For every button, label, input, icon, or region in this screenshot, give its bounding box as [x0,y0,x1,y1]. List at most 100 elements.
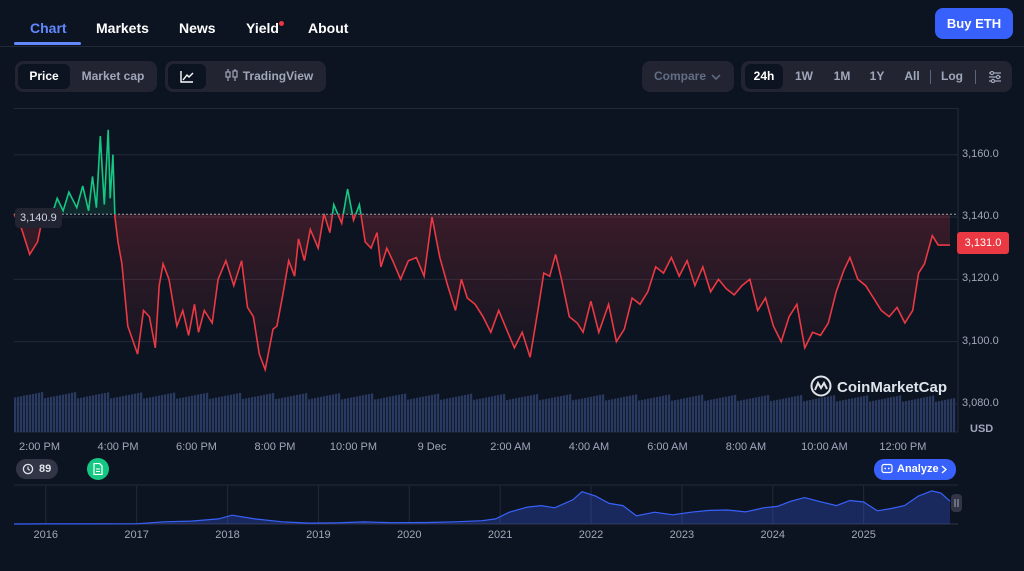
volume-bar [788,397,791,432]
volume-bar [698,395,701,432]
line-chart-icon[interactable] [168,64,206,89]
volume-bar [461,395,464,432]
volume-bar [128,394,131,432]
volume-bar [725,396,728,432]
volume-bar [272,393,275,432]
volume-bar [830,395,833,432]
notification-dot [279,21,284,26]
tab-about[interactable]: About [308,20,349,36]
volume-bar [632,395,635,432]
tab-yield[interactable]: Yield [246,20,279,36]
range-all[interactable]: All [904,69,920,83]
price-toggle[interactable]: Price [18,64,70,89]
compare-dropdown[interactable]: Compare [642,61,734,92]
tradingview-button[interactable]: TradingView [215,64,323,89]
volume-bar [800,395,803,432]
volume-bar [893,396,896,432]
range-1m[interactable]: 1M [833,69,851,83]
x-tick-label: 4:00 AM [568,441,610,453]
volume-bar [437,393,440,432]
volume-bar [212,398,215,432]
volume-bar [218,397,221,432]
price-chart[interactable] [0,100,1024,440]
volume-bar [947,399,950,432]
range-navigator[interactable] [0,484,1024,529]
volume-bar [803,401,806,432]
volume-bar [308,399,311,432]
volume-bar [503,394,506,432]
buy-eth-button[interactable]: Buy ETH [935,8,1013,39]
price-area-above [14,129,950,215]
volume-bar [392,395,395,432]
volume-bar [665,395,668,432]
volume-bar [356,396,359,432]
volume-bar [857,397,860,432]
document-badge[interactable] [87,458,109,480]
volume-bar [260,395,263,432]
volume-bar [395,395,398,432]
navigator-grid [45,486,865,524]
volume-bar [176,398,179,432]
volume-bar [221,396,224,432]
volume-bar [146,397,149,432]
volume-bar [416,397,419,432]
volume-bar [35,393,38,432]
volume-bar [572,400,575,432]
tab-markets[interactable]: Markets [96,20,149,36]
volume-bar [716,398,719,432]
volume-bar [680,398,683,432]
volume-bar [458,396,461,432]
volume-bar [608,399,611,432]
volume-bar [92,395,95,432]
volume-bar [563,395,566,432]
volume-bar [776,399,779,432]
volume-bar [695,395,698,432]
navigator-year-label: 2025 [851,529,876,541]
tab-news[interactable]: News [179,20,216,36]
volume-bar [332,394,335,432]
volume-bar [764,395,767,432]
volume-bar [656,397,659,432]
navigator-handle[interactable] [951,494,962,512]
volume-bar [569,394,572,432]
volume-bar [62,394,65,432]
volume-bar [341,399,344,432]
volume-bar [668,394,671,432]
volume-bar [329,395,332,432]
tab-chart[interactable]: Chart [30,20,67,36]
volume-bar [596,395,599,432]
navigator-year-label: 2024 [760,529,786,541]
volume-bar [470,393,473,432]
volume-bar [869,401,872,432]
volume-bar [152,396,155,432]
tradingview-label: TradingView [242,69,314,83]
volume-bar [155,396,158,432]
chart-settings-button[interactable] [981,64,1009,89]
volume-bar [902,401,905,432]
volume-bar [860,396,863,432]
history-badge[interactable]: 89 [16,459,58,479]
x-tick-label: 9 Dec [417,441,447,453]
volume-bar [605,400,608,432]
volume-bar [566,394,569,432]
analyze-button[interactable]: Analyze [874,459,956,480]
volume-bar [113,397,116,432]
navigator-year-label: 2021 [487,529,513,541]
volume-bar [560,396,563,432]
log-scale-button[interactable]: Log [941,69,963,83]
current-price-label: 3,131.0 [957,232,1009,254]
volume-bar [842,400,845,432]
market-cap-toggle[interactable]: Market cap [81,69,145,83]
volume-bar [782,398,785,432]
volume-bar [344,398,347,432]
axis-unit-label: USD [970,423,994,435]
volume-bar [236,393,239,432]
range-1y[interactable]: 1Y [869,69,885,83]
volume-bar [929,396,932,432]
volume-bar [872,400,875,432]
range-1w[interactable]: 1W [795,69,813,83]
navigator-year-label: 2020 [397,529,422,541]
navigator-year-label: 2018 [215,529,240,541]
volume-bar [836,401,839,432]
range-24h[interactable]: 24h [745,64,783,89]
